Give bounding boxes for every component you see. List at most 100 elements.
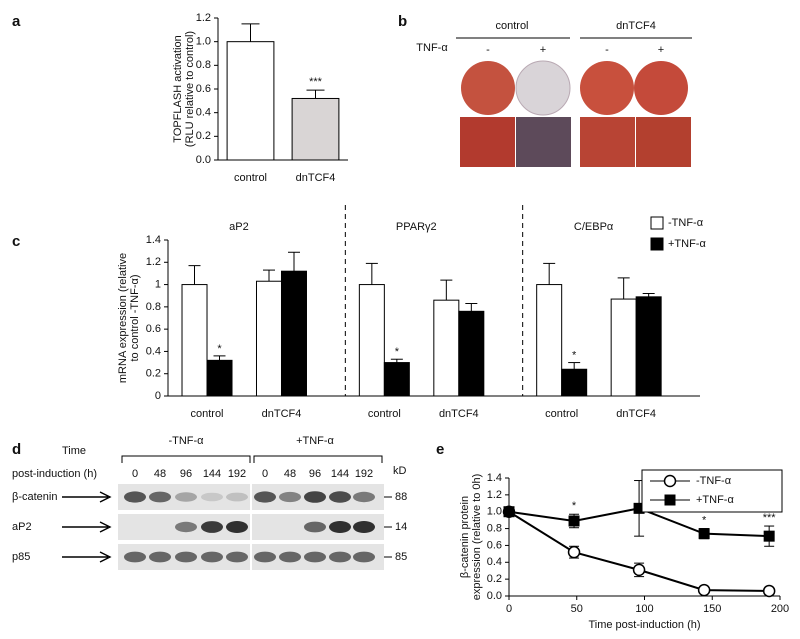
bar <box>226 41 275 161</box>
band <box>124 491 146 503</box>
y-tick-label: 1 <box>155 278 161 290</box>
y-tick-label: 0.2 <box>487 573 502 585</box>
x-tick-label: dnTCF4 <box>616 408 656 420</box>
lane-label: 192 <box>355 468 373 480</box>
arrow <box>62 521 112 533</box>
bar <box>635 296 662 397</box>
y-tick-label: 1.2 <box>146 256 161 268</box>
subplot-title: C/EBPα <box>574 221 614 233</box>
band <box>254 551 276 563</box>
legend-label: +TNF-α <box>668 238 706 250</box>
band <box>329 491 351 503</box>
band <box>226 492 248 502</box>
group-label: control <box>495 20 528 32</box>
x-tick-label: dnTCF4 <box>296 172 336 184</box>
panel-label: e <box>436 441 444 458</box>
y-tick-label: 1.0 <box>487 506 502 518</box>
data-point <box>632 563 646 577</box>
bar <box>358 284 385 397</box>
arrow <box>62 491 112 503</box>
arrow <box>62 551 112 563</box>
bar <box>383 362 410 397</box>
protein-label: p85 <box>12 551 30 563</box>
panel-label: c <box>12 233 20 250</box>
y-axis-label: (RLU relative to control) <box>184 31 196 147</box>
data-point <box>698 528 710 540</box>
panel-d: Time post-induction (h) -TNF-α +TNF-α kD <box>12 435 407 480</box>
band <box>175 521 197 533</box>
well-image <box>580 61 634 115</box>
band <box>254 491 276 503</box>
legend-label: +TNF-α <box>696 494 734 506</box>
band <box>329 521 351 533</box>
x-tick-label: control <box>190 408 223 420</box>
bar <box>433 299 460 397</box>
band <box>304 521 326 533</box>
panel-label: b <box>398 13 407 30</box>
legend-label: -TNF-α <box>696 475 732 487</box>
y-axis-label: TOPFLASH activation <box>172 35 184 142</box>
bar <box>610 298 637 397</box>
band <box>175 492 197 502</box>
band <box>226 551 248 563</box>
bar <box>536 284 563 397</box>
x-tick-label: control <box>234 172 267 184</box>
legend-swatch <box>650 216 664 230</box>
lane-label: 96 <box>180 468 192 480</box>
band <box>226 521 248 533</box>
condition-label: +TNF-α <box>296 435 334 447</box>
y-axis-label: mRNA expression (relative <box>117 253 129 383</box>
x-tick-label: 200 <box>771 603 789 615</box>
subplot-title: PPARγ2 <box>396 221 437 233</box>
bracket <box>121 455 251 463</box>
band <box>353 551 375 563</box>
significance: * <box>572 349 577 361</box>
lane-label: 48 <box>284 468 296 480</box>
y-tick-label: 1.2 <box>487 489 502 501</box>
y-tick-label: 0.4 <box>487 556 502 568</box>
treatment: - <box>486 44 490 56</box>
y-axis-label: expression (relative to 0h) <box>471 474 483 601</box>
legend-marker <box>663 474 677 488</box>
bar <box>181 284 208 397</box>
x-tick-label: dnTCF4 <box>262 408 302 420</box>
x-tick-label: 150 <box>703 603 721 615</box>
x-tick-label: control <box>368 408 401 420</box>
legend-swatch <box>650 237 664 251</box>
data-point <box>763 530 775 542</box>
subplot-title: aP2 <box>229 221 249 233</box>
y-tick-label: 0.6 <box>196 83 211 95</box>
significance: * <box>572 500 577 512</box>
micro-image <box>636 117 691 167</box>
well-image <box>461 61 515 115</box>
band <box>175 551 197 563</box>
treatment: - <box>605 44 609 56</box>
bar <box>206 359 233 397</box>
y-tick-label: 0.2 <box>146 368 161 380</box>
band <box>329 551 351 563</box>
y-tick-label: 0.8 <box>196 59 211 71</box>
micro-image <box>580 117 635 167</box>
band <box>149 491 171 503</box>
data-point <box>697 583 711 597</box>
bar <box>561 368 588 397</box>
band <box>201 492 223 502</box>
x-tick-label: 50 <box>571 603 583 615</box>
lane-label: 48 <box>154 468 166 480</box>
panel-b: control dnTCF4 TNF-α - + - + <box>416 20 692 167</box>
lane-label: 96 <box>309 468 321 480</box>
panel-label: d <box>12 441 21 458</box>
size-label: 85 <box>395 551 407 563</box>
bar <box>458 310 485 397</box>
y-tick-label: 0.2 <box>196 130 211 142</box>
significance: * <box>217 343 222 355</box>
protein-label: β-catenin <box>12 491 57 503</box>
band <box>304 491 326 503</box>
lane-label: 0 <box>262 468 268 480</box>
y-tick-label: 0.0 <box>487 590 502 602</box>
significance: * <box>395 346 400 358</box>
x-tick-label: 100 <box>635 603 653 615</box>
lane-label: 144 <box>203 468 221 480</box>
micro-image <box>516 117 571 167</box>
band <box>149 551 171 563</box>
